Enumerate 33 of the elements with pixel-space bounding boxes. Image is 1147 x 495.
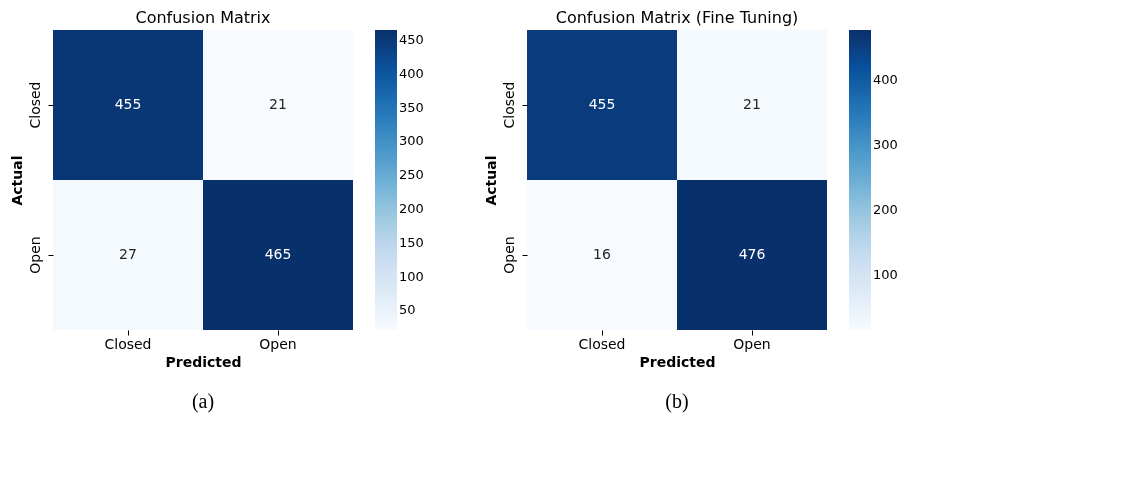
chart-title: Confusion Matrix bbox=[135, 8, 271, 27]
x-axis-title: Predicted bbox=[639, 353, 716, 370]
chart-title: Confusion Matrix (Fine Tuning) bbox=[555, 8, 799, 27]
color-bar-label: 350 bbox=[399, 99, 424, 115]
x-axis-title: Predicted bbox=[165, 353, 242, 370]
data-label: 465 bbox=[264, 246, 292, 262]
color-bar-label: 400 bbox=[399, 65, 424, 81]
x-tick-label: Closed bbox=[104, 335, 152, 352]
y-axis-title: Actual bbox=[482, 155, 499, 206]
y-axis-title: Actual bbox=[8, 155, 25, 206]
text: (a) bbox=[191, 390, 215, 413]
data-label: 16 bbox=[593, 246, 611, 262]
x-tick-label: Open bbox=[733, 335, 771, 352]
color-bar-label: 50 bbox=[399, 302, 416, 318]
color-bar-label: 400 bbox=[873, 71, 898, 87]
data-label: 455 bbox=[114, 96, 142, 112]
data-label: 21 bbox=[269, 96, 287, 112]
color-bar-label: 100 bbox=[399, 268, 424, 284]
color-bar-label: 450 bbox=[399, 32, 424, 48]
data-label: 476 bbox=[738, 246, 766, 262]
data-label: 21 bbox=[743, 96, 761, 112]
data-label: 455 bbox=[588, 96, 616, 112]
text: (b) bbox=[665, 390, 689, 413]
data-label: 27 bbox=[119, 246, 137, 262]
color-bar-label: 200 bbox=[399, 201, 424, 217]
color-bar-label: 300 bbox=[873, 136, 898, 152]
x-tick-label: Closed bbox=[578, 335, 626, 352]
color-bar-label: 300 bbox=[399, 133, 424, 149]
color-bar-label: 100 bbox=[873, 267, 898, 283]
color-bar-label: 200 bbox=[873, 202, 898, 217]
color-bar-label: 150 bbox=[399, 234, 424, 250]
x-tick-label: Open bbox=[259, 335, 297, 352]
color-bar-label: 250 bbox=[399, 167, 424, 183]
